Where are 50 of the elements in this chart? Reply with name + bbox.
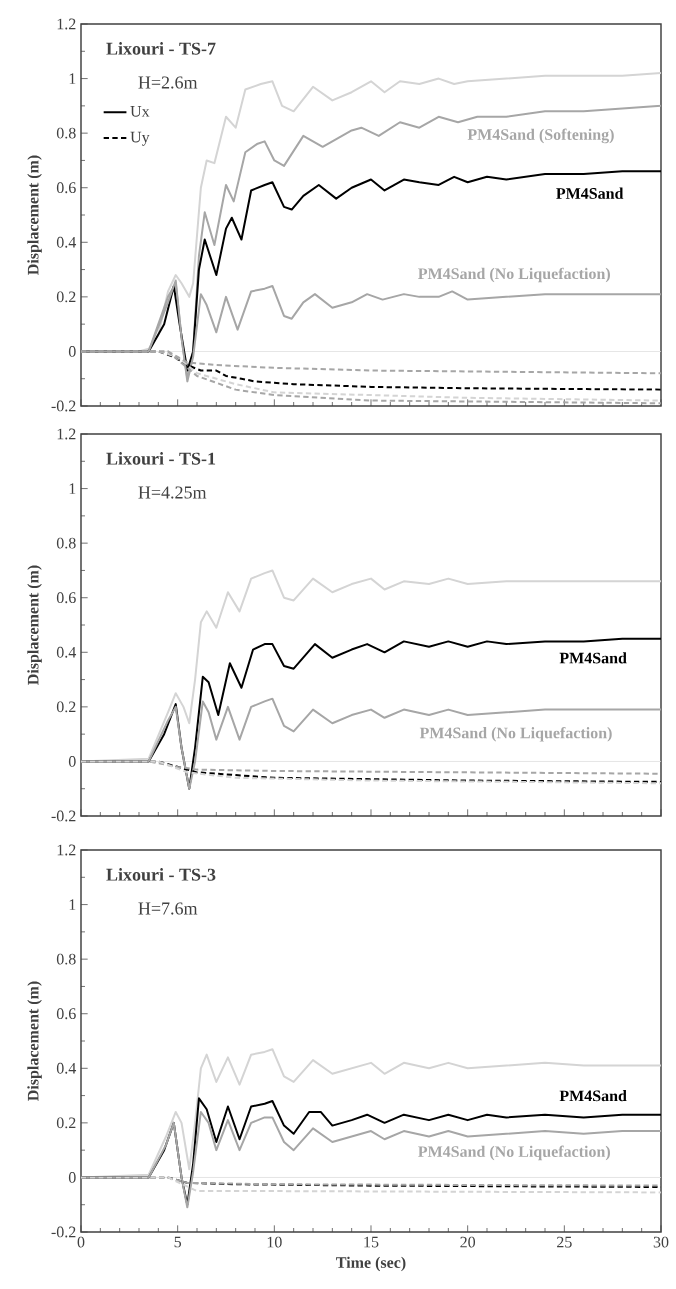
legend-label: Uy (130, 131, 150, 146)
annotation: PM4Sand (No Liquefaction) (418, 267, 610, 283)
x-tick-label: 5 (174, 1236, 182, 1248)
y-tick-label: 0.2 (56, 701, 76, 713)
y-tick-label: 1.2 (57, 18, 76, 30)
annotation: PM4Sand (Softening) (467, 128, 614, 144)
x-tick-label: 15 (364, 1236, 379, 1248)
y-tick-label: -0.2 (51, 1226, 76, 1238)
y-tick-label: 1.2 (57, 844, 76, 856)
annotation: PM4Sand (No Liquefaction) (419, 726, 612, 742)
y-tick-label: 0.4 (56, 236, 77, 248)
y-tick-label: 0 (68, 346, 76, 357)
x-tick-label: 10 (267, 1236, 282, 1248)
y-tick-label: 0.8 (56, 953, 76, 965)
y-tick-label: 0 (68, 756, 76, 767)
x-tick-label: 0 (77, 1236, 85, 1248)
y-tick-label: 0.6 (56, 1008, 76, 1020)
y-tick-label: 1 (69, 73, 76, 84)
y-tick-label: 1 (69, 899, 76, 910)
y-tick-label: 1 (69, 483, 76, 494)
annotation: PM4Sand (556, 187, 624, 199)
text: H=4.25m (138, 486, 207, 499)
y-tick-label: 0.4 (56, 646, 77, 658)
legend-label: Ux (130, 106, 150, 117)
y-axis-title: Displacement (m) (27, 981, 42, 1101)
text: H=7.6m (138, 902, 198, 915)
text: H=2.6m (138, 76, 198, 89)
y-axis-title: Displacement (m) (27, 155, 42, 275)
x-axis-title: Time (sec) (336, 1256, 406, 1272)
y-tick-label: 0.2 (56, 291, 76, 303)
y-tick-label: 1.2 (57, 428, 76, 440)
y-tick-label: 0.4 (56, 1062, 77, 1074)
y-tick-label: 0.8 (56, 127, 76, 139)
y-axis-title: Displacement (m) (27, 565, 42, 685)
y-tick-label: -0.2 (51, 810, 76, 822)
text: Lixouri - TS-7 (106, 42, 216, 55)
y-tick-label: 0.6 (56, 182, 76, 194)
x-tick-label: 30 (653, 1236, 669, 1248)
text: Lixouri - TS-1 (106, 452, 216, 465)
annotation: PM4Sand (559, 1090, 627, 1102)
x-tick-label: 25 (557, 1236, 572, 1248)
annotation: PM4Sand (559, 652, 627, 664)
annotation: PM4Sand (No Liquefaction) (418, 1145, 610, 1161)
text: Lixouri - TS-3 (106, 868, 216, 881)
y-tick-label: 0.8 (56, 537, 76, 549)
y-tick-label: 0.2 (56, 1117, 76, 1129)
y-tick-label: 0.6 (56, 592, 76, 604)
y-tick-label: -0.2 (51, 400, 76, 412)
x-tick-label: 20 (460, 1236, 476, 1248)
y-tick-label: 0 (68, 1172, 76, 1183)
